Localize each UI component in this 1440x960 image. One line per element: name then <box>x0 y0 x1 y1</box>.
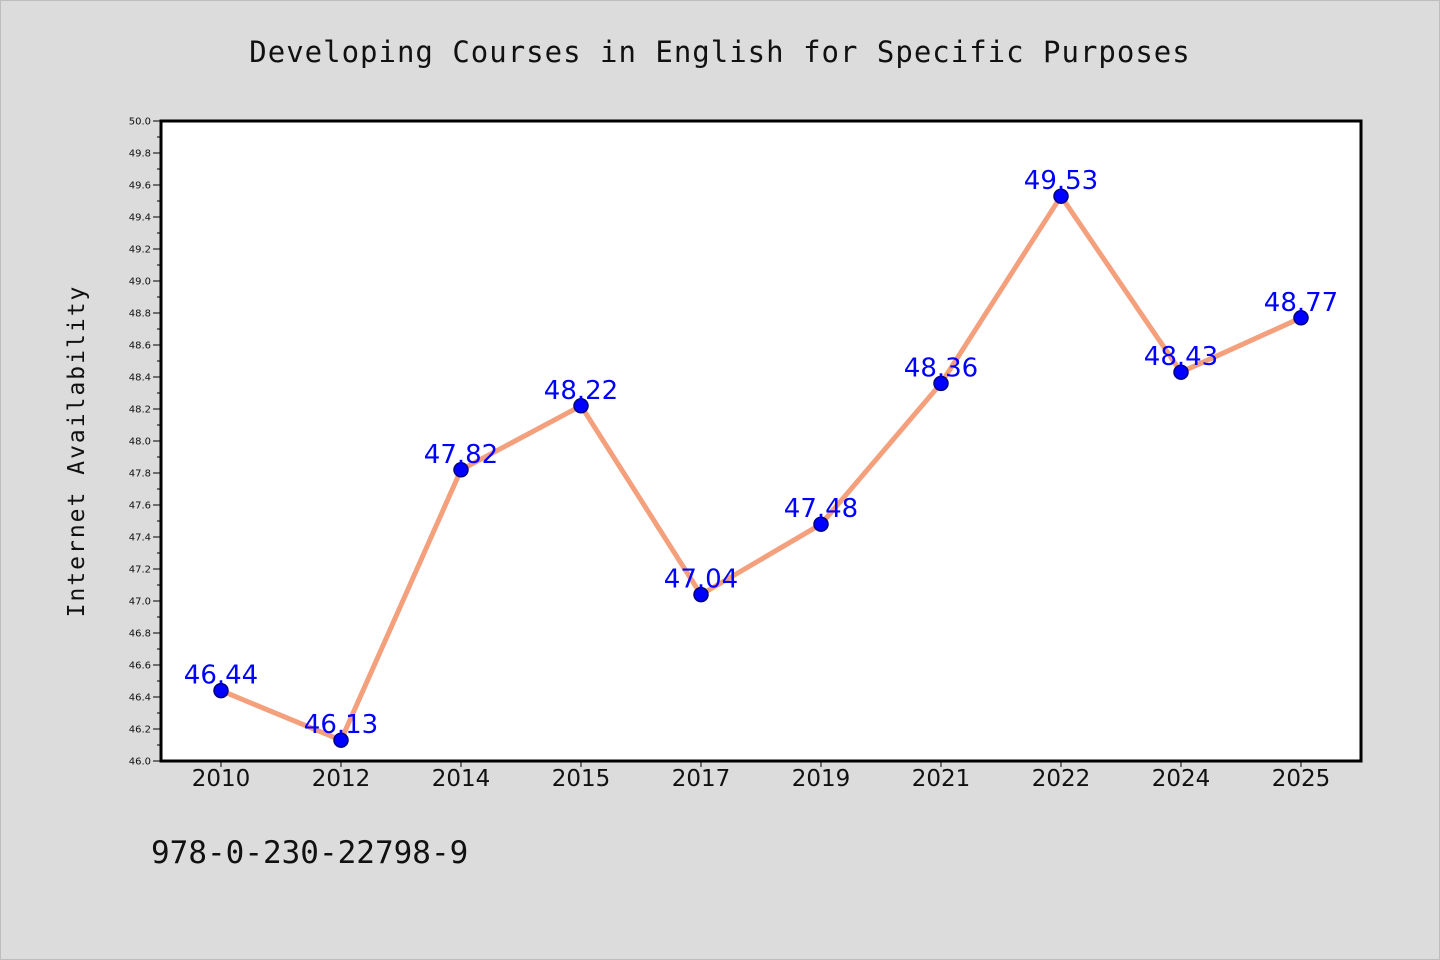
data-label: 47.04 <box>664 565 738 595</box>
y-tick-label: 48.2 <box>129 405 151 416</box>
data-point <box>573 398 589 414</box>
series-layer <box>213 188 1309 748</box>
y-tick-label: 46.2 <box>129 725 151 736</box>
y-tick-label: 47.2 <box>129 565 151 576</box>
x-tick-label: 2024 <box>1152 766 1211 792</box>
y-axis: 46.0 46.2 46.4 46.6 46.8 47.0 47.2 47.4 47.6 47.8… <box>129 117 161 768</box>
chart-title: Developing Courses in English for Specif… <box>249 35 1191 69</box>
x-axis: 2010 2012 2014 2015 2017 2019 2021 2022 2024 2025 <box>192 761 1331 792</box>
data-label: 49.53 <box>1024 166 1098 196</box>
x-tick-label: 2021 <box>912 766 971 792</box>
y-tick-label: 49.0 <box>129 277 151 288</box>
y-tick-label: 49.8 <box>129 149 151 160</box>
y-tick-label: 46.0 <box>129 757 151 768</box>
x-tick-label: 2012 <box>312 766 371 792</box>
data-label-layer: 46.44 46.13 47.82 48.22 47.04 47.48 48.36 49.53… <box>184 166 1338 740</box>
y-tick-label: 49.6 <box>129 181 151 192</box>
y-tick-label: 47.6 <box>129 501 151 512</box>
y-tick-label: 46.4 <box>129 693 151 704</box>
x-tick-label: 2014 <box>432 766 491 792</box>
x-tick-label: 2015 <box>552 766 611 792</box>
y-tick-label: 49.4 <box>129 213 151 224</box>
y-tick-label: 48.8 <box>129 309 151 320</box>
data-label: 48.43 <box>1144 342 1218 372</box>
y-tick-label: 46.8 <box>129 629 151 640</box>
data-point <box>333 732 349 748</box>
x-tick-label: 2025 <box>1272 766 1331 792</box>
data-point <box>1293 310 1309 326</box>
data-point <box>1053 188 1069 204</box>
y-tick-label: 48.4 <box>129 373 151 384</box>
data-label: 47.82 <box>424 440 498 470</box>
data-label: 47.48 <box>784 494 858 524</box>
y-tick-label: 48.6 <box>129 341 151 352</box>
data-point <box>693 586 709 603</box>
x-tick-label: 2010 <box>192 766 251 792</box>
x-tick-label: 2022 <box>1032 766 1091 792</box>
data-label: 48.36 <box>904 353 978 383</box>
x-tick-label: 2019 <box>792 766 851 792</box>
y-tick-label: 48.0 <box>129 437 151 448</box>
data-point <box>933 375 949 392</box>
y-tick-label: 47.4 <box>129 533 151 544</box>
data-point <box>1173 364 1189 380</box>
y-tick-label: 47.8 <box>129 469 151 480</box>
plot-area <box>159 119 1363 763</box>
data-label: 46.13 <box>304 710 378 740</box>
y-tick-label: 49.2 <box>129 245 151 256</box>
y-tick-label: 47.0 <box>129 597 151 608</box>
data-label: 46.44 <box>184 661 258 691</box>
y-tick-label: 46.6 <box>129 661 151 672</box>
data-point <box>453 462 469 478</box>
data-label: 48.77 <box>1264 288 1338 318</box>
y-tick-label: 50.0 <box>129 117 151 128</box>
data-label: 48.22 <box>544 376 618 406</box>
data-point <box>813 516 829 532</box>
data-point <box>213 682 229 699</box>
series-line <box>218 193 1304 743</box>
x-tick-label: 2017 <box>672 766 731 792</box>
isbn-text: 978-0-230-22798-9 <box>151 835 469 871</box>
